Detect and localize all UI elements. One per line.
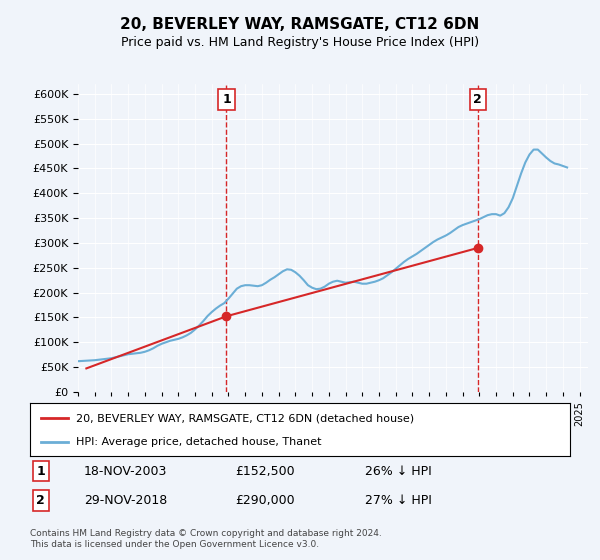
Text: 20, BEVERLEY WAY, RAMSGATE, CT12 6DN (detached house): 20, BEVERLEY WAY, RAMSGATE, CT12 6DN (de… [76, 413, 414, 423]
Text: 26% ↓ HPI: 26% ↓ HPI [365, 465, 431, 478]
Text: 18-NOV-2003: 18-NOV-2003 [84, 465, 167, 478]
Text: 27% ↓ HPI: 27% ↓ HPI [365, 494, 431, 507]
Text: 1: 1 [222, 93, 231, 106]
Text: 1: 1 [37, 465, 45, 478]
Text: 2: 2 [37, 494, 45, 507]
Text: HPI: Average price, detached house, Thanet: HPI: Average price, detached house, Than… [76, 436, 322, 446]
Text: 2: 2 [473, 93, 482, 106]
Text: Price paid vs. HM Land Registry's House Price Index (HPI): Price paid vs. HM Land Registry's House … [121, 36, 479, 49]
Text: 20, BEVERLEY WAY, RAMSGATE, CT12 6DN: 20, BEVERLEY WAY, RAMSGATE, CT12 6DN [121, 17, 479, 32]
Text: Contains HM Land Registry data © Crown copyright and database right 2024.
This d: Contains HM Land Registry data © Crown c… [30, 529, 382, 549]
Text: £290,000: £290,000 [235, 494, 295, 507]
Text: 29-NOV-2018: 29-NOV-2018 [84, 494, 167, 507]
Text: £152,500: £152,500 [235, 465, 295, 478]
